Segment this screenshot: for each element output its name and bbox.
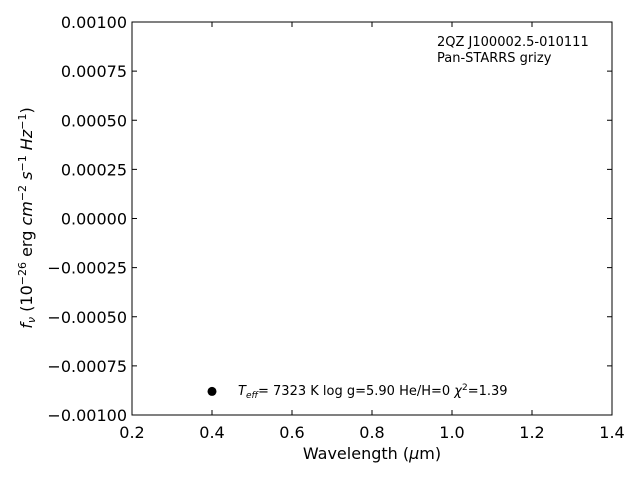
y-tick-label: 0.00075: [61, 62, 127, 81]
y-tick-label: 0.00100: [61, 13, 127, 32]
y-tick-label: −0.00050: [47, 308, 127, 327]
y-axis-label: fν (10−26 erg cm−2 s−1 Hz−1): [16, 107, 38, 328]
axis-ticks: 0.2 0.4 0.6 0.8 1.0 1.2 1.4 0.00100 0.00075 0.000…: [47, 13, 624, 442]
x-tick-label: 1.0: [439, 423, 464, 442]
filters-annotation: Pan-STARRS grizy: [437, 51, 552, 66]
x-tick-label: 1.4: [599, 423, 624, 442]
data-marks: [207, 386, 217, 396]
y-tick-label: 0.00000: [61, 210, 127, 229]
x-axis-label: Wavelength (μm): [303, 444, 441, 463]
y-tick-label: −0.00100: [47, 406, 127, 425]
fit-summary-annotation: Teff= 7323 K log g=5.90 He/H=0 χ2=1.39: [238, 383, 508, 401]
x-tick-label: 0.6: [279, 423, 304, 442]
y-tick-label: 0.00050: [61, 111, 127, 130]
x-tick-label: 1.2: [519, 423, 544, 442]
x-tick-label: 0.4: [199, 423, 224, 442]
y-tick-label: −0.00025: [47, 259, 127, 278]
plot-area: [131, 21, 613, 416]
y-tick-label: 0.00025: [61, 160, 127, 179]
legend-marker-point: [207, 386, 217, 396]
y-tick-label: −0.00075: [47, 357, 127, 376]
x-tick-label: 0.2: [119, 423, 144, 442]
x-tick-label: 0.8: [359, 423, 384, 442]
object-name-annotation: 2QZ J100002.5-010111: [437, 35, 589, 50]
